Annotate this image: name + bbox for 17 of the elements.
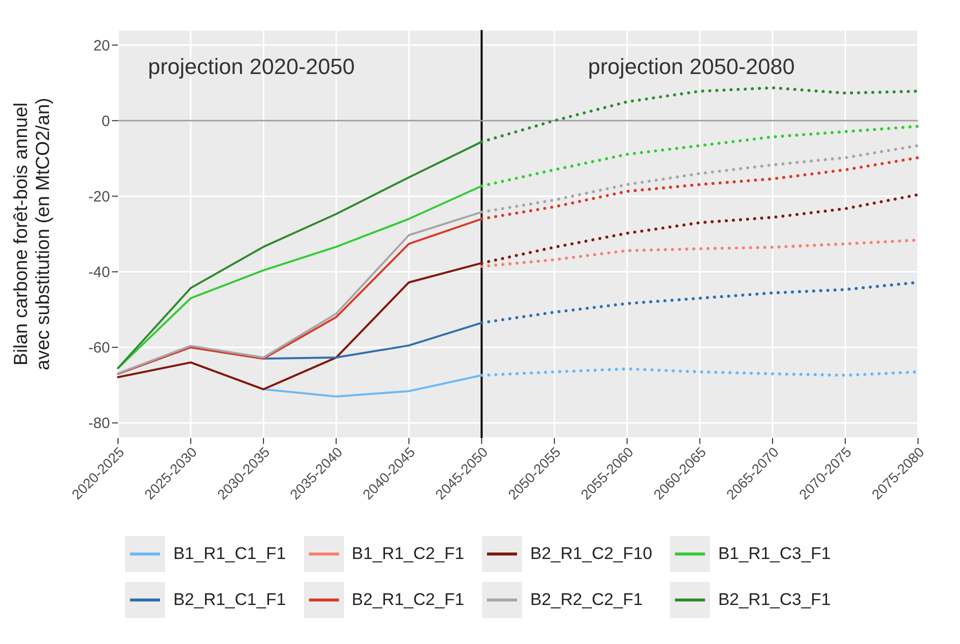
legend-label: B2_R2_C2_F1 [530, 590, 643, 610]
y-tick-label: -20 [88, 188, 110, 206]
y-axis-title: Bilan carbone forêt-bois annuel avec substitution (en MtCO2/an) [11, 98, 54, 370]
legend-label: B2_R1_C2_F1 [352, 590, 464, 610]
legend-label: B1_R1_C3_F1 [718, 544, 831, 564]
annotation: projection 2050-2080 [588, 54, 795, 80]
y-tick-label: 0 [102, 112, 110, 130]
legend-label: B2_R1_C1_F1 [173, 590, 286, 610]
legend-label: B2_R1_C2_F10 [530, 544, 652, 564]
y-tick-label: 20 [93, 37, 110, 54]
annotation: projection 2020-2050 [148, 54, 355, 80]
y-tick-label: -80 [88, 415, 110, 432]
y-tick-label: -40 [88, 264, 110, 282]
y-tick-label: -60 [88, 340, 110, 357]
legend-label: B1_R1_C1_F1 [173, 544, 286, 564]
legend-label: B1_R1_C2_F1 [352, 544, 464, 564]
legend-label: B2_R1_C3_F1 [718, 590, 831, 610]
